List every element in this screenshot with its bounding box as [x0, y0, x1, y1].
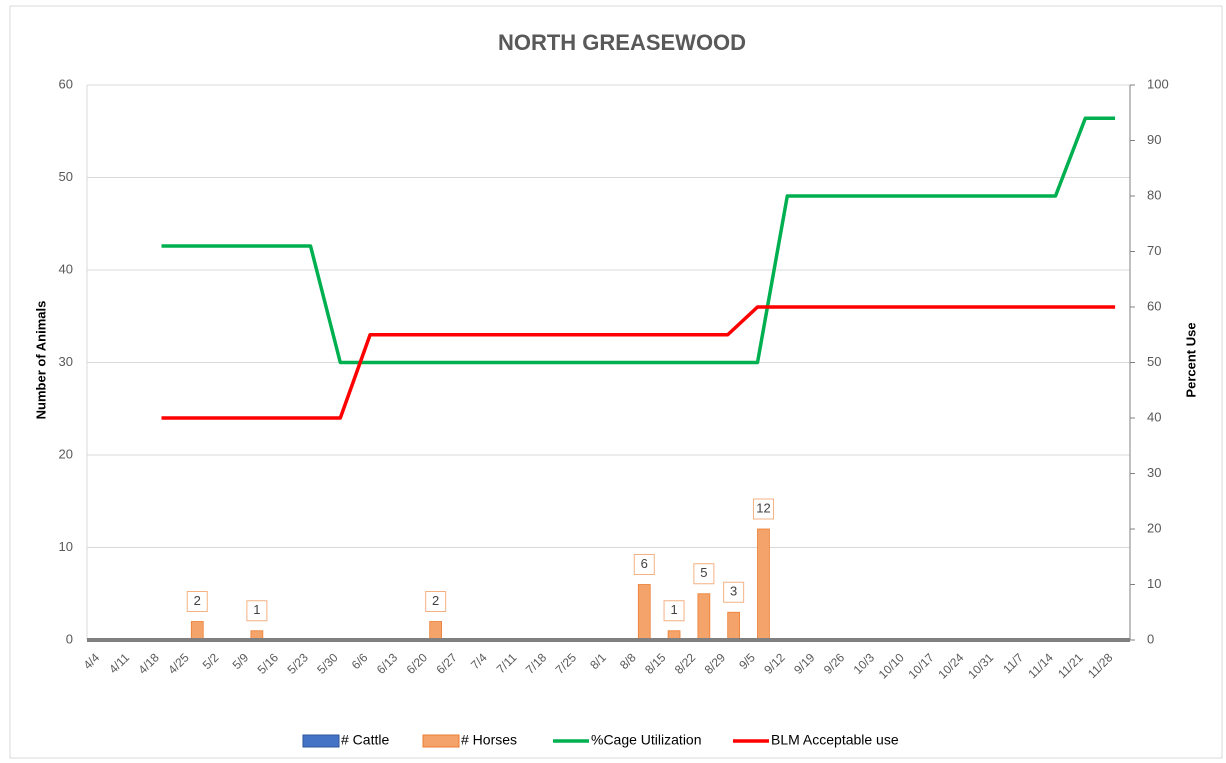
x-tick-label: 10/24	[935, 650, 966, 681]
y-tick-label: 40	[59, 261, 73, 276]
data-label: 2	[194, 593, 201, 608]
x-tick-label: 5/2	[200, 650, 222, 672]
x-tick-label: 4/11	[106, 650, 132, 676]
x-tick-label: 10/17	[906, 650, 937, 681]
legend-label: %Cage Utilization	[591, 732, 702, 748]
x-tick-label: 11/7	[1000, 650, 1026, 676]
data-label-box	[633, 554, 655, 575]
data-label: 6	[641, 556, 648, 571]
legend-swatch	[422, 734, 460, 748]
y2-tick-label: 50	[1147, 354, 1161, 369]
y2-tick-label: 30	[1147, 465, 1161, 480]
x-tick-label: 11/14	[1025, 650, 1056, 681]
x-tick-label: 4/4	[81, 650, 103, 672]
x-tick-label: 6/6	[349, 650, 371, 672]
x-tick-label: 5/9	[230, 650, 252, 672]
x-tick-label: 5/16	[255, 650, 282, 677]
x-tick-label: 8/15	[642, 650, 669, 677]
x-tick-label: 6/27	[433, 650, 460, 677]
y-tick-label: 10	[59, 539, 73, 554]
y-tick-label: 60	[59, 76, 73, 91]
y2-tick-label: 40	[1147, 409, 1161, 424]
legend-label: # Horses	[461, 732, 517, 748]
x-tick-label: 6/13	[374, 650, 401, 677]
data-label-box	[663, 600, 685, 622]
bar	[190, 621, 204, 641]
data-label-box	[752, 498, 774, 520]
data-label-box	[723, 581, 745, 603]
bar	[429, 621, 443, 641]
x-tick-label: 10/31	[965, 650, 996, 681]
data-label-box	[693, 563, 715, 585]
x-tick-label: 8/8	[617, 650, 639, 672]
data-label-box	[246, 600, 268, 622]
data-label: 1	[670, 602, 677, 617]
x-tick-label: 11/21	[1055, 650, 1086, 681]
y-axis-title: Number of Animals	[33, 301, 48, 420]
y-tick-label: 20	[59, 446, 73, 461]
y2-tick-label: 20	[1147, 520, 1161, 535]
legend-swatch	[302, 734, 340, 748]
data-label-box	[425, 591, 447, 612]
x-tick-label: 7/11	[494, 650, 520, 676]
y-tick-label: 0	[66, 631, 73, 646]
data-label-box	[186, 591, 208, 612]
x-tick-label: 4/18	[135, 650, 162, 677]
x-tick-label: 5/30	[314, 650, 341, 677]
y2-tick-label: 100	[1147, 76, 1169, 91]
x-tick-label: 4/25	[165, 650, 192, 677]
x-tick-label: 7/18	[523, 650, 550, 677]
bar	[757, 528, 770, 641]
x-tick-label: 10/3	[851, 650, 878, 677]
x-tick-label: 8/29	[702, 650, 729, 677]
bar	[637, 584, 651, 641]
line-series	[161, 116, 1116, 365]
y2-tick-label: 0	[1147, 631, 1154, 646]
y2-tick-label: 60	[1147, 298, 1161, 313]
x-tick-label: 9/19	[791, 650, 818, 677]
legend-label: BLM Acceptable use	[771, 732, 899, 748]
x-tick-label: 8/1	[587, 650, 609, 672]
x-tick-label: 9/26	[821, 650, 848, 677]
x-tick-label: 8/22	[672, 650, 699, 677]
y-tick-label: 50	[59, 169, 73, 184]
legend-label: # Cattle	[341, 732, 389, 748]
x-tick-label: 5/23	[284, 650, 311, 677]
x-tick-label: 7/4	[468, 650, 490, 672]
x-tick-label: 11/28	[1085, 650, 1116, 681]
x-tick-label: 6/20	[404, 650, 431, 677]
y2-tick-label: 80	[1147, 187, 1161, 202]
y-tick-label: 30	[59, 354, 73, 369]
line-series	[161, 305, 1116, 420]
data-label: 3	[730, 584, 737, 599]
y2-axis-title: Percent Use	[1183, 322, 1198, 397]
data-label: 1	[253, 602, 260, 617]
x-tick-label: 9/12	[761, 650, 788, 677]
bar	[727, 611, 741, 641]
x-tick-label: 9/5	[736, 650, 758, 672]
chart-border	[9, 5, 1223, 759]
bar	[697, 593, 711, 641]
data-label: 5	[700, 565, 707, 580]
y2-tick-label: 10	[1147, 576, 1161, 591]
y2-tick-label: 90	[1147, 132, 1161, 147]
x-tick-label: 7/25	[553, 650, 580, 677]
data-label: 12	[756, 500, 770, 515]
chart-title: NORTH GREASEWOOD	[498, 30, 746, 55]
x-tick-label: 10/10	[876, 650, 907, 681]
y2-tick-label: 70	[1147, 243, 1161, 258]
data-label: 2	[432, 593, 439, 608]
